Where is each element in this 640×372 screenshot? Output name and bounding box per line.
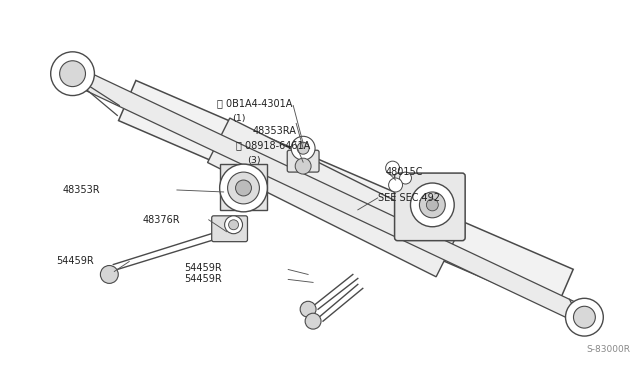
Text: (3): (3) (248, 155, 261, 165)
Text: S-83000R: S-83000R (586, 344, 630, 353)
Circle shape (419, 192, 445, 218)
Circle shape (220, 164, 268, 212)
Circle shape (100, 266, 118, 283)
Circle shape (386, 161, 399, 175)
Circle shape (228, 172, 259, 204)
Circle shape (399, 172, 412, 184)
Text: ⓝ 08918-6461A: ⓝ 08918-6461A (236, 140, 310, 150)
Text: 54459R: 54459R (57, 256, 95, 266)
Circle shape (60, 61, 86, 87)
Circle shape (566, 298, 604, 336)
Circle shape (426, 199, 438, 211)
Circle shape (225, 216, 243, 234)
Circle shape (300, 301, 316, 317)
Text: 48015C: 48015C (386, 167, 423, 177)
FancyBboxPatch shape (395, 173, 465, 241)
Circle shape (573, 306, 595, 328)
Polygon shape (118, 80, 573, 310)
FancyBboxPatch shape (220, 164, 268, 210)
Text: Ⓑ 0B1A4-4301A: Ⓑ 0B1A4-4301A (217, 99, 292, 109)
Text: (1): (1) (232, 114, 246, 123)
Polygon shape (207, 118, 458, 277)
Polygon shape (77, 71, 590, 325)
Text: 48353R: 48353R (63, 185, 100, 195)
Circle shape (388, 178, 403, 192)
Text: 48353RA: 48353RA (252, 126, 296, 136)
Circle shape (305, 313, 321, 329)
Text: SEE SEC.492: SEE SEC.492 (378, 193, 440, 203)
Circle shape (410, 183, 454, 227)
FancyBboxPatch shape (212, 216, 248, 242)
Circle shape (297, 142, 309, 154)
Circle shape (291, 136, 315, 160)
Text: 54459R: 54459R (184, 263, 221, 273)
Circle shape (51, 52, 95, 96)
Text: 54459R: 54459R (184, 275, 221, 285)
Circle shape (228, 220, 239, 230)
Circle shape (236, 180, 252, 196)
Text: 48376R: 48376R (142, 215, 180, 225)
FancyBboxPatch shape (287, 150, 319, 172)
Circle shape (295, 158, 311, 174)
